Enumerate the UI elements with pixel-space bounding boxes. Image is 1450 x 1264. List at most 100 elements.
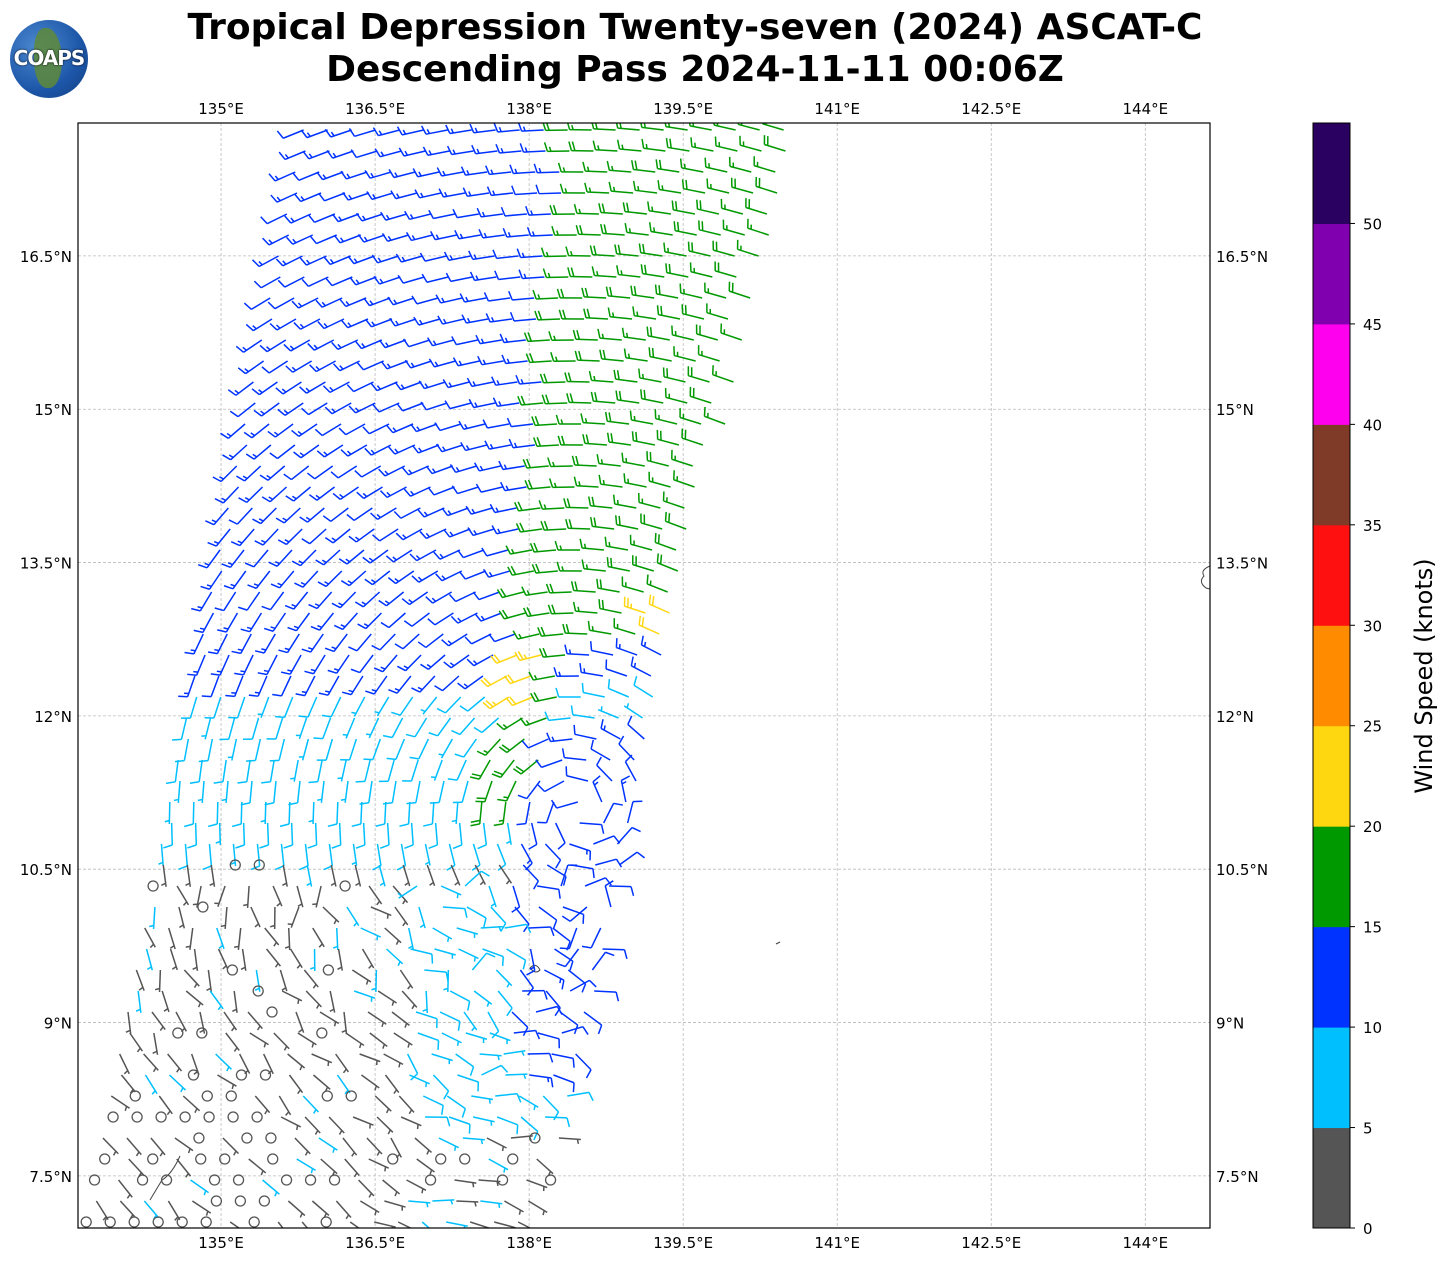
- wind-barb: [354, 339, 383, 350]
- wind-barb: [593, 835, 621, 845]
- wind-barb: [367, 1011, 387, 1028]
- wind-barb: [500, 206, 527, 217]
- wind-barb: [251, 381, 278, 396]
- wind-barb: [202, 843, 213, 871]
- wind-barb: [301, 1221, 309, 1228]
- wind-barb: [613, 369, 638, 383]
- wind-barb: [525, 353, 552, 364]
- wind-barb: [235, 822, 246, 849]
- wind-barb: [687, 366, 710, 383]
- wind-barb: [243, 885, 250, 908]
- wind-barb: [469, 123, 496, 134]
- wind-barb: [528, 822, 538, 850]
- wind-barb: [254, 633, 276, 654]
- wind-barb: [161, 990, 170, 1013]
- wind-barb: [365, 318, 393, 328]
- wind-barb: [192, 948, 199, 971]
- wind-barb: [394, 381, 422, 391]
- left-lat-label: 12°N: [34, 708, 72, 726]
- wind-barb: [264, 927, 280, 947]
- wind-barb: [119, 1200, 136, 1220]
- wind-barb: [728, 281, 751, 299]
- wind-barb: [198, 738, 214, 763]
- left-lat-label: 15°N: [34, 401, 72, 419]
- wind-barb: [565, 766, 589, 782]
- wind-barb: [366, 1137, 383, 1156]
- wind-barb: [632, 306, 657, 320]
- wind-barb: [275, 255, 303, 267]
- wind-barb: [530, 692, 557, 703]
- wind-barb: [158, 1095, 173, 1116]
- wind-barb: [217, 1074, 237, 1090]
- wind-barb: [260, 213, 288, 225]
- wind-barb: [328, 1174, 341, 1186]
- wind-barb: [234, 927, 242, 950]
- wind-barb: [446, 145, 474, 156]
- wind-barb: [325, 276, 353, 287]
- wind-barb: [270, 192, 298, 203]
- wind-barb: [434, 422, 462, 432]
- wind-barb: [272, 675, 292, 697]
- wind-barb: [359, 1053, 381, 1066]
- wind-barb: [488, 633, 516, 643]
- wind-barb: [420, 125, 448, 135]
- wind-barb: [378, 465, 406, 477]
- wind-barb: [172, 717, 188, 741]
- wind-barb: [277, 1221, 284, 1228]
- wind-barb: [432, 1074, 450, 1100]
- wind-barb: [592, 775, 603, 803]
- wind-barb: [496, 588, 524, 599]
- wind-barb: [516, 248, 543, 259]
- wind-barb: [176, 885, 190, 906]
- wind-barb: [253, 859, 265, 871]
- wind-barb: [277, 528, 303, 546]
- wind-barb: [422, 990, 429, 1014]
- wind-barb: [315, 297, 343, 308]
- wind-barb: [421, 1221, 431, 1228]
- wind-barb: [557, 162, 584, 173]
- wind-barb: [491, 376, 518, 386]
- wind-barb: [335, 1053, 350, 1074]
- wind-barb: [384, 927, 402, 945]
- wind-barb: [591, 123, 616, 131]
- wind-barb: [294, 1137, 311, 1156]
- wind-barb: [215, 1053, 232, 1072]
- wind-barb: [217, 948, 229, 970]
- wind-barb: [312, 927, 325, 948]
- wind-barb: [362, 423, 390, 435]
- wind-barb: [110, 1095, 130, 1112]
- wind-barb: [515, 374, 542, 385]
- wind-barb: [728, 156, 752, 173]
- wind-barb: [602, 948, 628, 960]
- wind-barb: [283, 822, 294, 849]
- wind-barb: [745, 198, 768, 215]
- wind-barb: [473, 990, 493, 1007]
- wind-barb: [316, 1027, 328, 1039]
- wind-barb: [420, 696, 438, 715]
- wind-barb: [420, 654, 446, 671]
- wind-barb: [174, 1137, 194, 1154]
- wind-barb: [193, 1132, 205, 1144]
- wind-barb: [184, 633, 204, 655]
- wind-barb: [107, 1111, 119, 1123]
- wind-barb: [550, 352, 576, 362]
- wind-barb: [600, 223, 625, 236]
- wind-barb: [456, 1200, 479, 1207]
- wind-barb: [379, 822, 390, 849]
- wind-barb: [128, 1158, 145, 1177]
- wind-barb: [690, 137, 714, 152]
- wind-barb: [152, 1216, 164, 1228]
- wind-barb: [229, 1221, 241, 1228]
- wind-barb: [581, 287, 607, 299]
- wind-barb: [483, 292, 511, 302]
- wind-barb: [401, 990, 418, 1010]
- wind-barb: [328, 1116, 345, 1135]
- wind-barb: [305, 990, 322, 1009]
- wind-barb: [509, 164, 536, 175]
- wind-barb: [537, 780, 565, 793]
- wind-barb: [604, 411, 630, 425]
- wind-barb: [553, 667, 579, 678]
- wind-barb: [450, 864, 461, 886]
- wind-barb: [526, 1179, 548, 1192]
- wind-barb: [624, 754, 637, 782]
